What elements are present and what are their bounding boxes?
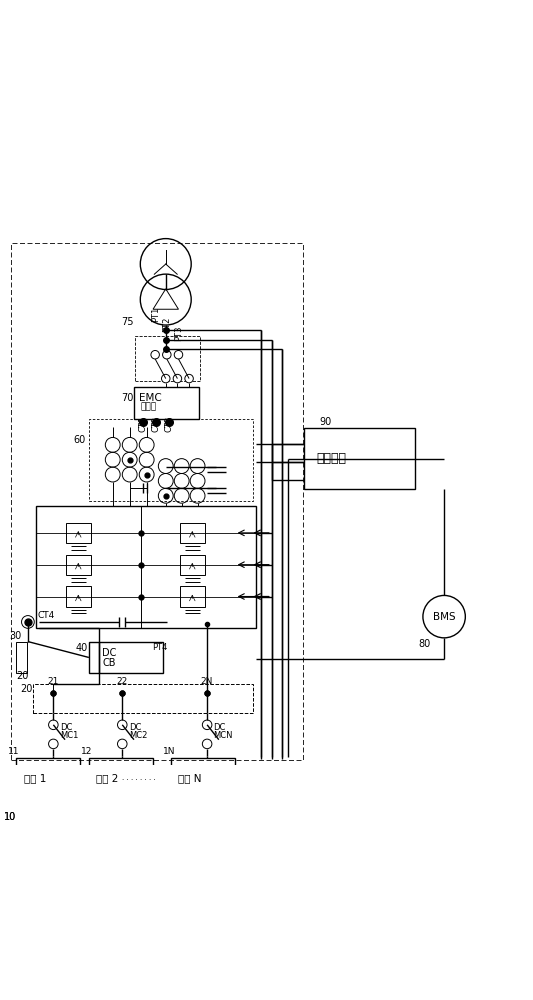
Circle shape (151, 350, 159, 359)
Bar (66, 523, 91, 543)
Bar (66, 555, 91, 575)
Text: 30: 30 (10, 631, 22, 641)
Text: 40: 40 (76, 643, 88, 653)
Bar (180, 555, 205, 575)
Text: MC2: MC2 (128, 731, 147, 740)
Text: 20: 20 (16, 671, 29, 681)
Circle shape (161, 374, 170, 383)
Bar (135, 336, 200, 381)
Text: 控制单元: 控制单元 (317, 452, 347, 465)
Bar (180, 586, 205, 607)
Circle shape (173, 374, 182, 383)
Bar (11, 243, 303, 760)
Text: PT2: PT2 (163, 316, 171, 332)
Circle shape (174, 350, 183, 359)
Bar (33, 684, 253, 713)
Text: MCN: MCN (214, 731, 233, 740)
Circle shape (49, 739, 58, 749)
Text: 滤波器: 滤波器 (140, 403, 156, 412)
Circle shape (117, 739, 127, 749)
Text: CT4: CT4 (37, 611, 55, 620)
Bar (89, 758, 152, 798)
Bar (304, 428, 415, 489)
Text: 1N: 1N (163, 747, 175, 756)
Text: CT3: CT3 (165, 416, 173, 432)
Text: PT1: PT1 (151, 307, 160, 322)
Bar (134, 387, 199, 419)
Text: 60: 60 (73, 435, 85, 445)
Text: DC: DC (128, 723, 141, 732)
Bar (89, 642, 163, 673)
Text: EMC: EMC (139, 393, 162, 403)
Text: 电池 N: 电池 N (178, 773, 201, 783)
Text: . . . . . . . .: . . . . . . . . (123, 775, 156, 781)
Text: 10: 10 (4, 812, 17, 822)
Text: CB: CB (102, 658, 116, 668)
Text: 12: 12 (81, 747, 92, 756)
Text: 90: 90 (319, 417, 332, 427)
Bar (36, 506, 256, 628)
Text: CT1: CT1 (139, 416, 148, 432)
Circle shape (185, 374, 193, 383)
Bar (15, 642, 27, 673)
Text: DC: DC (60, 723, 72, 732)
Circle shape (163, 350, 171, 359)
Text: 2N: 2N (201, 677, 213, 686)
Bar (171, 758, 235, 798)
Text: 75: 75 (120, 317, 133, 327)
Text: CT2: CT2 (152, 416, 161, 432)
Circle shape (203, 739, 212, 749)
Circle shape (49, 720, 58, 730)
Bar (89, 419, 253, 501)
Circle shape (203, 720, 212, 730)
Text: 20: 20 (20, 684, 33, 694)
Text: 电池 2: 电池 2 (96, 773, 118, 783)
Text: BMS: BMS (433, 612, 455, 622)
Bar (66, 586, 91, 607)
Text: 电池 1: 电池 1 (23, 773, 46, 783)
Text: 10: 10 (4, 812, 17, 822)
Text: PT3: PT3 (174, 326, 183, 341)
Text: 11: 11 (8, 747, 19, 756)
Text: 70: 70 (120, 393, 133, 403)
Bar (16, 758, 80, 798)
Text: DC: DC (102, 648, 117, 658)
Text: MC1: MC1 (60, 731, 78, 740)
Text: 80: 80 (419, 639, 431, 649)
Text: 21: 21 (47, 677, 58, 686)
Circle shape (117, 720, 127, 730)
Text: 22: 22 (116, 677, 127, 686)
Text: DC: DC (214, 723, 226, 732)
Bar (180, 523, 205, 543)
Text: PT4: PT4 (152, 643, 168, 652)
